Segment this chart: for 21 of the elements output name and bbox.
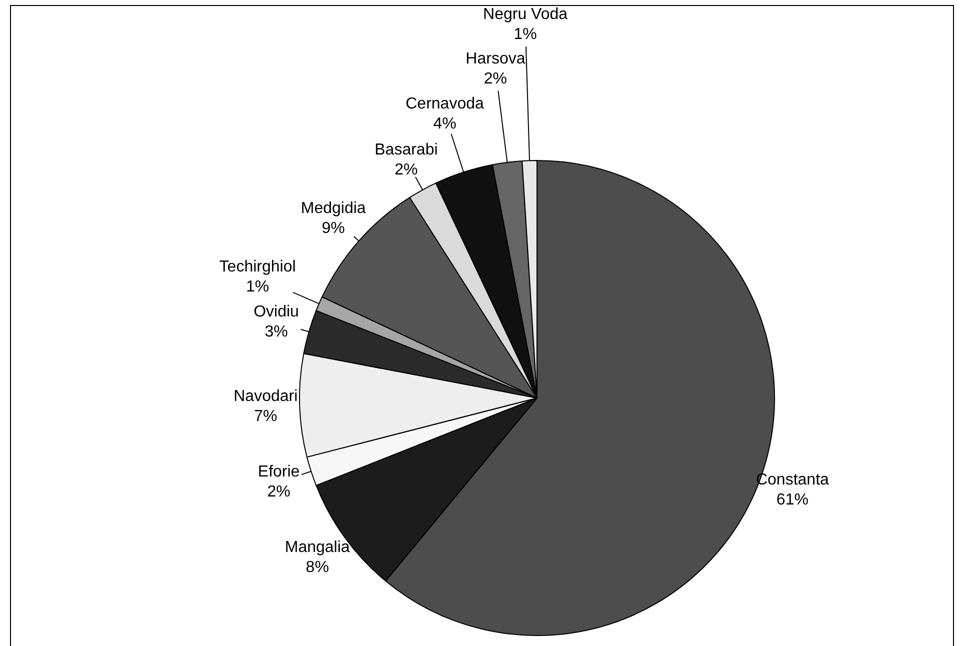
slice-label: Harsova — [466, 50, 526, 68]
data-label: 7% — [254, 408, 278, 425]
data-label: 2% — [484, 70, 508, 88]
data-label: 9% — [322, 220, 345, 237]
data-label: 61% — [776, 491, 808, 508]
slice-label: Eforie — [258, 463, 300, 480]
slice-label: Negru Voda — [483, 6, 568, 24]
slice-label: Cernavoda — [406, 96, 484, 113]
slice-label: Techirghiol — [219, 258, 296, 276]
data-label: 1% — [514, 26, 537, 44]
data-label: 4% — [433, 116, 456, 133]
data-label: 1% — [246, 278, 270, 296]
data-label: 2% — [394, 161, 418, 178]
data-label: 8% — [306, 558, 329, 576]
slice-label: Medgidia — [300, 200, 366, 217]
slice-label: Basarabi — [374, 141, 438, 158]
slice-label: Ovidiu — [254, 304, 299, 321]
data-label: 2% — [267, 483, 290, 500]
slice-label: Navodari — [234, 388, 298, 405]
data-label: 3% — [264, 324, 288, 341]
slice-label: Mangalia — [284, 538, 350, 556]
